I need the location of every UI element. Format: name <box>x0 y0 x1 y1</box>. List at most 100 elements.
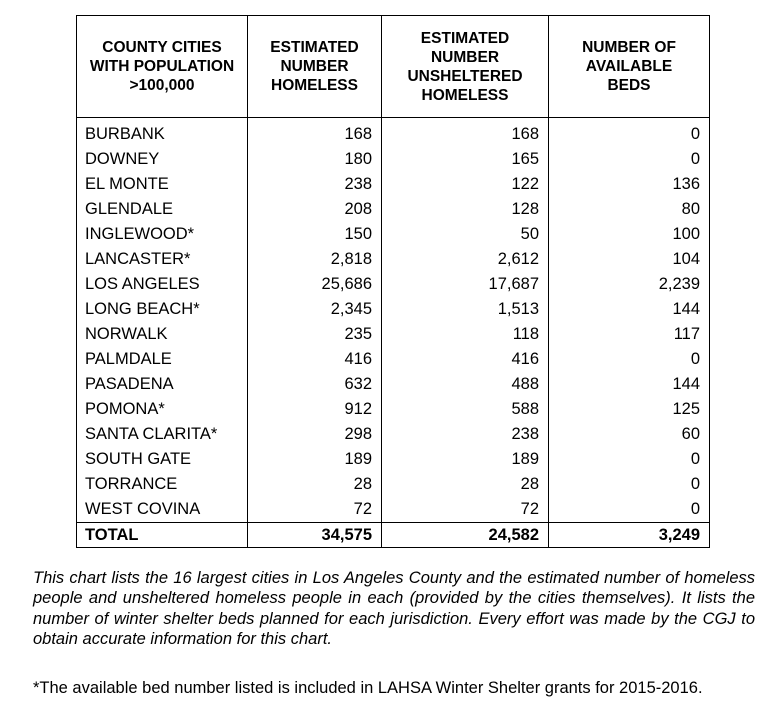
city-name-cell: DOWNEY <box>76 147 248 172</box>
estimated-homeless-cell: 208 <box>247 197 382 222</box>
available-beds-cell: 0 <box>548 497 710 523</box>
header-cities: COUNTY CITIES WITH POPULATION >100,000 <box>76 15 248 118</box>
estimated-unsheltered-cell: 168 <box>381 122 549 147</box>
estimated-unsheltered-cell: 189 <box>381 447 549 472</box>
city-name-cell: PASADENA <box>76 372 248 397</box>
table-row: POMONA* 912 588 125 <box>76 397 710 422</box>
table-row: LANCASTER* 2,818 2,612 104 <box>76 247 710 272</box>
available-beds-cell: 0 <box>548 147 710 172</box>
header-estimated-unsheltered: ESTIMATED NUMBER UNSHELTERED HOMELESS <box>381 15 549 118</box>
city-name-cell: POMONA* <box>76 397 248 422</box>
city-name-cell: WEST COVINA <box>76 497 248 523</box>
city-name-cell: PALMDALE <box>76 347 248 372</box>
available-beds-cell: 0 <box>548 347 710 372</box>
header-line: NUMBER OF <box>582 39 676 56</box>
available-beds-cell: 144 <box>548 297 710 322</box>
available-beds-cell: 60 <box>548 422 710 447</box>
estimated-unsheltered-cell: 488 <box>381 372 549 397</box>
total-available-beds: 3,249 <box>548 522 710 548</box>
city-name-cell: LOS ANGELES <box>76 272 248 297</box>
total-estimated-unsheltered: 24,582 <box>381 522 549 548</box>
total-row: TOTAL 34,575 24,582 3,249 <box>76 522 710 548</box>
estimated-unsheltered-cell: 2,612 <box>381 247 549 272</box>
city-name-cell: TORRANCE <box>76 472 248 497</box>
estimated-homeless-cell: 2,818 <box>247 247 382 272</box>
homeless-data-table: COUNTY CITIES WITH POPULATION >100,000 EST… <box>76 15 710 548</box>
estimated-homeless-cell: 180 <box>247 147 382 172</box>
estimated-homeless-cell: 25,686 <box>247 272 382 297</box>
table-row: DOWNEY 180 165 0 <box>76 147 710 172</box>
city-name-cell: SOUTH GATE <box>76 447 248 472</box>
available-beds-cell: 100 <box>548 222 710 247</box>
table-row: LONG BEACH* 2,345 1,513 144 <box>76 297 710 322</box>
city-name-cell: LONG BEACH* <box>76 297 248 322</box>
header-line: ESTIMATED <box>420 29 510 47</box>
estimated-homeless-cell: 632 <box>247 372 382 397</box>
available-beds-cell: 104 <box>548 247 710 272</box>
estimated-unsheltered-cell: 588 <box>381 397 549 422</box>
estimated-homeless-cell: 912 <box>247 397 382 422</box>
table-row: LOS ANGELES 25,686 17,687 2,239 <box>76 272 710 297</box>
header-available-beds: NUMBER OF AVAILABLE BEDS <box>548 15 710 118</box>
estimated-unsheltered-cell: 72 <box>381 497 549 523</box>
estimated-homeless-cell: 28 <box>247 472 382 497</box>
city-name-cell: LANCASTER* <box>76 247 248 272</box>
available-beds-cell: 0 <box>548 122 710 147</box>
header-line: BEDS <box>607 77 651 94</box>
available-beds-cell: 144 <box>548 372 710 397</box>
estimated-unsheltered-cell: 50 <box>381 222 549 247</box>
table-row: GLENDALE 208 128 80 <box>76 197 710 222</box>
city-name-cell: EL MONTE <box>76 172 248 197</box>
city-name-cell: INGLEWOOD* <box>76 222 248 247</box>
table-row: PALMDALE 416 416 0 <box>76 347 710 372</box>
header-line: >100,000 <box>129 77 195 94</box>
header-estimated-homeless: ESTIMATED NUMBER HOMELESS <box>247 15 382 118</box>
table-caption: This chart lists the 16 largest cities i… <box>33 569 755 648</box>
total-label: TOTAL <box>76 522 248 548</box>
header-line: AVAILABLE <box>585 58 673 75</box>
available-beds-cell: 0 <box>548 447 710 472</box>
estimated-unsheltered-cell: 17,687 <box>381 272 549 297</box>
estimated-unsheltered-cell: 128 <box>381 197 549 222</box>
estimated-unsheltered-cell: 28 <box>381 472 549 497</box>
city-name-cell: BURBANK <box>76 122 248 147</box>
table-row: EL MONTE 238 122 136 <box>76 172 710 197</box>
available-beds-cell: 0 <box>548 472 710 497</box>
table-row: INGLEWOOD* 150 50 100 <box>76 222 710 247</box>
estimated-homeless-cell: 416 <box>247 347 382 372</box>
table-row: WEST COVINA 72 72 0 <box>76 497 710 523</box>
estimated-unsheltered-cell: 165 <box>381 147 549 172</box>
available-beds-cell: 125 <box>548 397 710 422</box>
estimated-homeless-cell: 168 <box>247 122 382 147</box>
estimated-homeless-cell: 2,345 <box>247 297 382 322</box>
available-beds-cell: 80 <box>548 197 710 222</box>
header-line: UNSHELTERED <box>407 67 523 85</box>
table-body: BURBANK 168 168 0 DOWNEY 180 165 0 EL MONTE 238 12… <box>76 122 710 523</box>
city-name-cell: NORWALK <box>76 322 248 347</box>
total-estimated-homeless: 34,575 <box>247 522 382 548</box>
table-row: SANTA CLARITA* 298 238 60 <box>76 422 710 447</box>
available-beds-cell: 117 <box>548 322 710 347</box>
footnote: *The available bed number listed is incl… <box>33 679 703 697</box>
city-name-cell: SANTA CLARITA* <box>76 422 248 447</box>
estimated-homeless-cell: 150 <box>247 222 382 247</box>
estimated-unsheltered-cell: 122 <box>381 172 549 197</box>
header-line: ESTIMATED <box>270 39 359 56</box>
table-row: BURBANK 168 168 0 <box>76 122 710 147</box>
table-header-row: COUNTY CITIES WITH POPULATION >100,000 EST… <box>76 15 710 118</box>
header-line: HOMELESS <box>271 77 358 94</box>
estimated-homeless-cell: 72 <box>247 497 382 523</box>
estimated-homeless-cell: 238 <box>247 172 382 197</box>
table-row: NORWALK 235 118 117 <box>76 322 710 347</box>
estimated-unsheltered-cell: 118 <box>381 322 549 347</box>
city-name-cell: GLENDALE <box>76 197 248 222</box>
header-line: WITH POPULATION <box>89 58 235 75</box>
header-line: HOMELESS <box>421 86 509 104</box>
estimated-unsheltered-cell: 238 <box>381 422 549 447</box>
table-row: PASADENA 632 488 144 <box>76 372 710 397</box>
header-line: COUNTY CITIES <box>102 39 222 56</box>
header-line: NUMBER <box>280 58 349 75</box>
estimated-unsheltered-cell: 1,513 <box>381 297 549 322</box>
table-row: TORRANCE 28 28 0 <box>76 472 710 497</box>
